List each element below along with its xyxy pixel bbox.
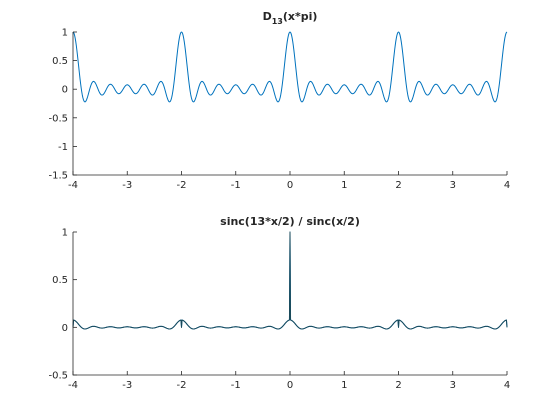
plot-top-y-tick-label: 1 xyxy=(62,28,68,39)
plot-top-x-tick-label: 2 xyxy=(395,180,401,191)
plot-bottom-title: sinc(13*x/2) / sinc(x/2) xyxy=(220,215,360,228)
plot-top-y-tick-label: 0.5 xyxy=(52,56,68,67)
plot-top: D13(x*pi) -4 -3 -2 -1 0 1 2 3 4 -1.5 -1 -0.5 0 0.5 1 xyxy=(48,10,510,191)
plot-top-x-tick-label: -4 xyxy=(68,180,78,191)
plot-top-title-subscript: 13 xyxy=(272,17,283,26)
plot-bottom-x-tick-label: 2 xyxy=(395,380,401,391)
plot-bottom-x-tick-label: -2 xyxy=(177,380,187,391)
plot-bottom-ticks: -4 -3 -2 -1 0 1 2 3 4 -0.5 0 0.5 1 xyxy=(48,228,510,392)
plot-top-x-tick-label: 3 xyxy=(450,180,456,191)
plot-top-y-tick-label: -1.5 xyxy=(48,171,68,182)
plot-top-y-tick-label: -1 xyxy=(58,142,68,153)
plot-top-x-tick-label: 1 xyxy=(341,180,347,191)
plot-bottom: sinc(13*x/2) / sinc(x/2) -4 -3 -2 -1 0 1 2 3 4 -0… xyxy=(48,215,510,391)
plot-top-title: D13(x*pi) xyxy=(263,10,318,26)
plot-top-x-tick-label: 0 xyxy=(287,180,293,191)
plot-bottom-y-tick-label: -0.5 xyxy=(48,371,68,382)
plot-top-y-tick-label: -0.5 xyxy=(48,113,68,124)
plot-top-area xyxy=(73,32,507,175)
plot-top-x-tick-label: -3 xyxy=(122,180,132,191)
plot-bottom-series xyxy=(72,231,508,330)
plot-bottom-x-tick-label: 4 xyxy=(504,380,510,391)
plot-bottom-x-tick-label: 3 xyxy=(450,380,456,391)
plot-bottom-x-tick-label: -4 xyxy=(68,380,78,391)
plot-top-axes xyxy=(72,32,507,176)
plot-top-x-tick-label: -2 xyxy=(177,180,187,191)
plot-top-x-tick-label: 4 xyxy=(504,180,510,191)
plot-top-series xyxy=(72,31,508,103)
plot-top-series-line-1 xyxy=(72,31,508,103)
plot-bottom-x-tick-label: -1 xyxy=(231,380,241,391)
plot-bottom-x-tick-label: 0 xyxy=(287,380,293,391)
plot-bottom-y-tick-label: 1 xyxy=(62,228,68,239)
plot-top-title-rest: (x*pi) xyxy=(283,10,318,23)
plot-bottom-axes xyxy=(72,232,507,376)
plot-top-y-tick-label: 0 xyxy=(62,85,68,96)
plot-bottom-series-line-2 xyxy=(72,231,508,330)
plot-top-title-main: D xyxy=(263,10,272,23)
plot-top-ticks: -4 -3 -2 -1 0 1 2 3 4 -1.5 -1 -0.5 0 0.5 1 xyxy=(48,28,510,192)
plot-bottom-y-tick-label: 0.5 xyxy=(52,275,68,286)
plot-bottom-x-tick-label: -3 xyxy=(122,380,132,391)
plot-bottom-x-tick-label: 1 xyxy=(341,380,347,391)
plot-top-x-tick-label: -1 xyxy=(231,180,241,191)
plot-bottom-y-tick-label: 0 xyxy=(62,323,68,334)
